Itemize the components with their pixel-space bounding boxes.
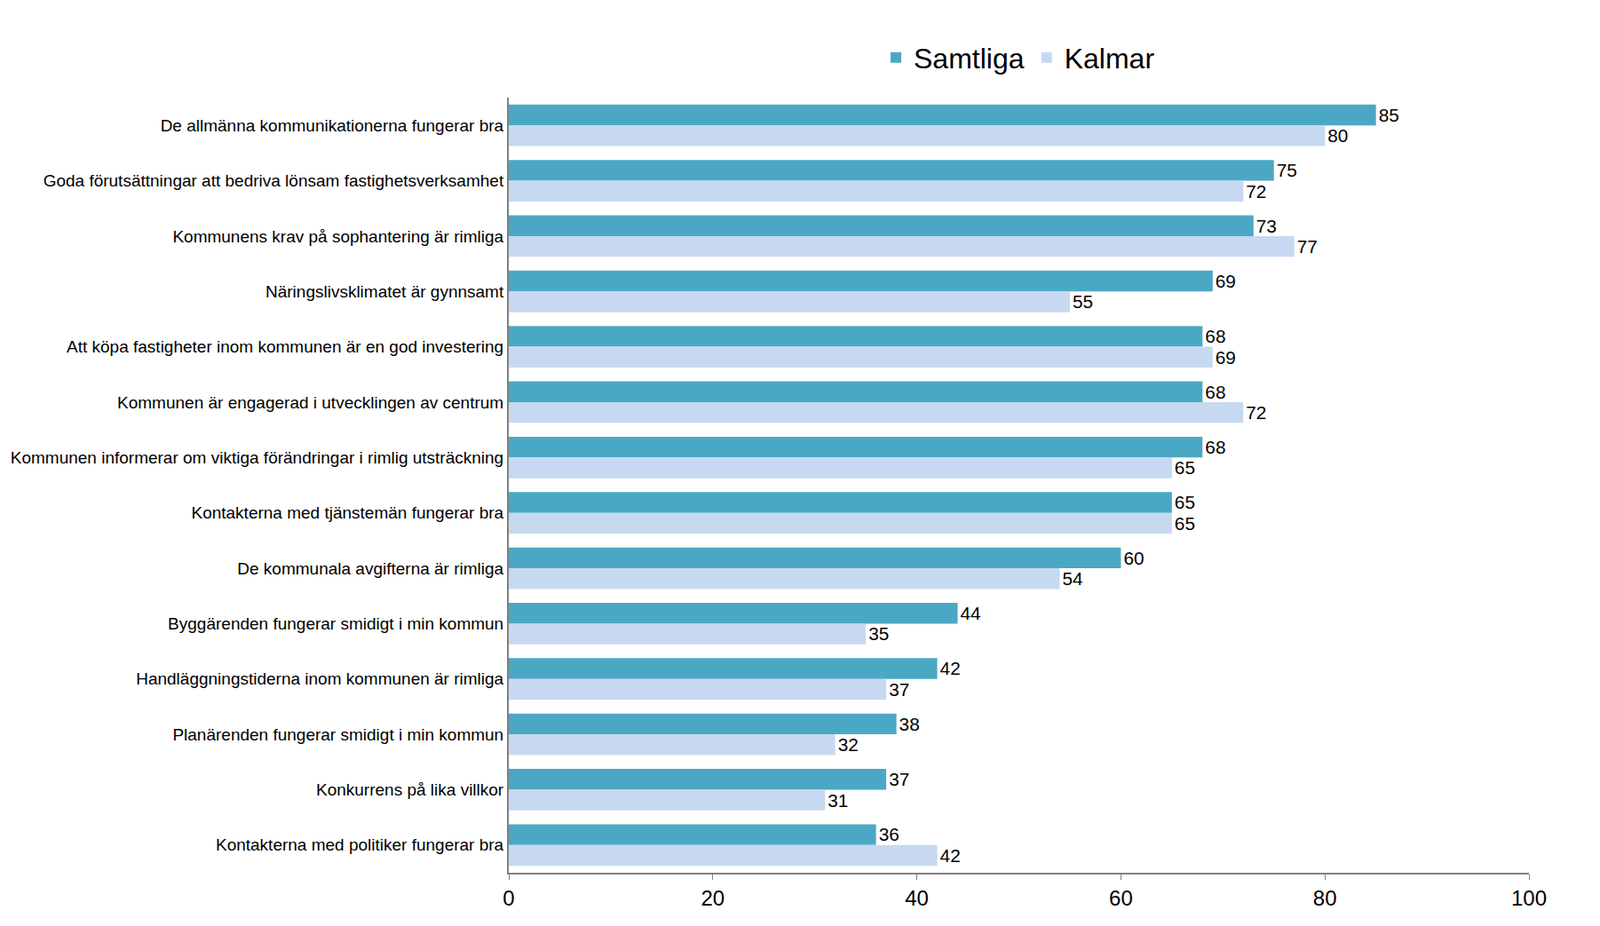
svg-text:72: 72: [1245, 181, 1267, 202]
svg-text:68: 68: [1204, 381, 1226, 403]
svg-text:20: 20: [700, 886, 725, 911]
svg-text:40: 40: [904, 886, 929, 911]
svg-text:De allmänna kommunikationerna: De allmänna kommunikationerna fungerar b…: [160, 116, 505, 135]
svg-text:42: 42: [940, 845, 961, 866]
svg-text:Kalmar: Kalmar: [1064, 42, 1156, 75]
svg-text:32: 32: [838, 734, 859, 755]
svg-text:68: 68: [1204, 325, 1226, 347]
svg-text:60: 60: [1123, 547, 1144, 569]
svg-text:54: 54: [1061, 568, 1083, 589]
svg-text:Kontakterna med politiker fung: Kontakterna med politiker fungerar bra: [215, 835, 505, 855]
svg-text:Konkurrens på lika villkor: Konkurrens på lika villkor: [316, 780, 505, 800]
svg-text:31: 31: [827, 790, 848, 811]
svg-text:De kommunala avgifterna är rim: De kommunala avgifterna är rimliga: [237, 559, 504, 579]
svg-text:68: 68: [1204, 436, 1226, 458]
svg-text:77: 77: [1297, 236, 1318, 257]
svg-text:35: 35: [868, 623, 889, 644]
svg-text:55: 55: [1072, 291, 1094, 312]
svg-text:38: 38: [899, 713, 920, 735]
svg-text:Kommunen är engagerad i utveck: Kommunen är engagerad i utvecklingen av …: [117, 393, 504, 412]
svg-text:Byggärenden fungerar smidigt i: Byggärenden fungerar smidigt i min kommu…: [167, 614, 504, 634]
svg-text:Att köpa fastigheter inom komm: Att köpa fastigheter inom kommunen är en…: [66, 337, 504, 357]
svg-text:44: 44: [960, 602, 982, 624]
svg-text:Kontakterna med tjänstemän fun: Kontakterna med tjänstemän fungerar bra: [190, 503, 504, 523]
svg-text:80: 80: [1313, 886, 1338, 911]
svg-text:42: 42: [940, 657, 961, 679]
svg-text:69: 69: [1215, 270, 1236, 292]
svg-text:65: 65: [1174, 457, 1196, 478]
svg-text:0: 0: [502, 886, 515, 911]
svg-text:36: 36: [879, 823, 900, 845]
svg-text:Näringslivsklimatet är gynnsam: Näringslivsklimatet är gynnsamt: [265, 282, 505, 301]
svg-text:Kommunen informerar om viktiga: Kommunen informerar om viktiga förändrin…: [10, 448, 504, 468]
svg-text:Samtliga: Samtliga: [913, 42, 1025, 75]
svg-text:Planärenden fungerar smidigt i: Planärenden fungerar smidigt i min kommu…: [172, 725, 504, 745]
svg-text:69: 69: [1215, 347, 1236, 368]
svg-text:37: 37: [888, 679, 910, 700]
svg-text:73: 73: [1256, 215, 1277, 237]
svg-text:80: 80: [1327, 125, 1348, 146]
svg-text:75: 75: [1276, 159, 1298, 181]
svg-text:37: 37: [888, 768, 910, 790]
svg-text:85: 85: [1378, 104, 1400, 126]
svg-text:Handläggningstiderna inom komm: Handläggningstiderna inom kommunen är ri…: [135, 669, 504, 689]
svg-text:65: 65: [1174, 491, 1196, 513]
svg-text:Kommunens krav på sophantering: Kommunens krav på sophantering är rimlig…: [172, 227, 504, 246]
svg-text:100: 100: [1511, 886, 1547, 911]
svg-text:60: 60: [1108, 886, 1133, 911]
svg-text:65: 65: [1174, 513, 1196, 534]
svg-text:Goda förutsättningar att bedri: Goda förutsättningar att bedriva lönsam …: [43, 171, 505, 191]
svg-text:72: 72: [1245, 402, 1267, 423]
